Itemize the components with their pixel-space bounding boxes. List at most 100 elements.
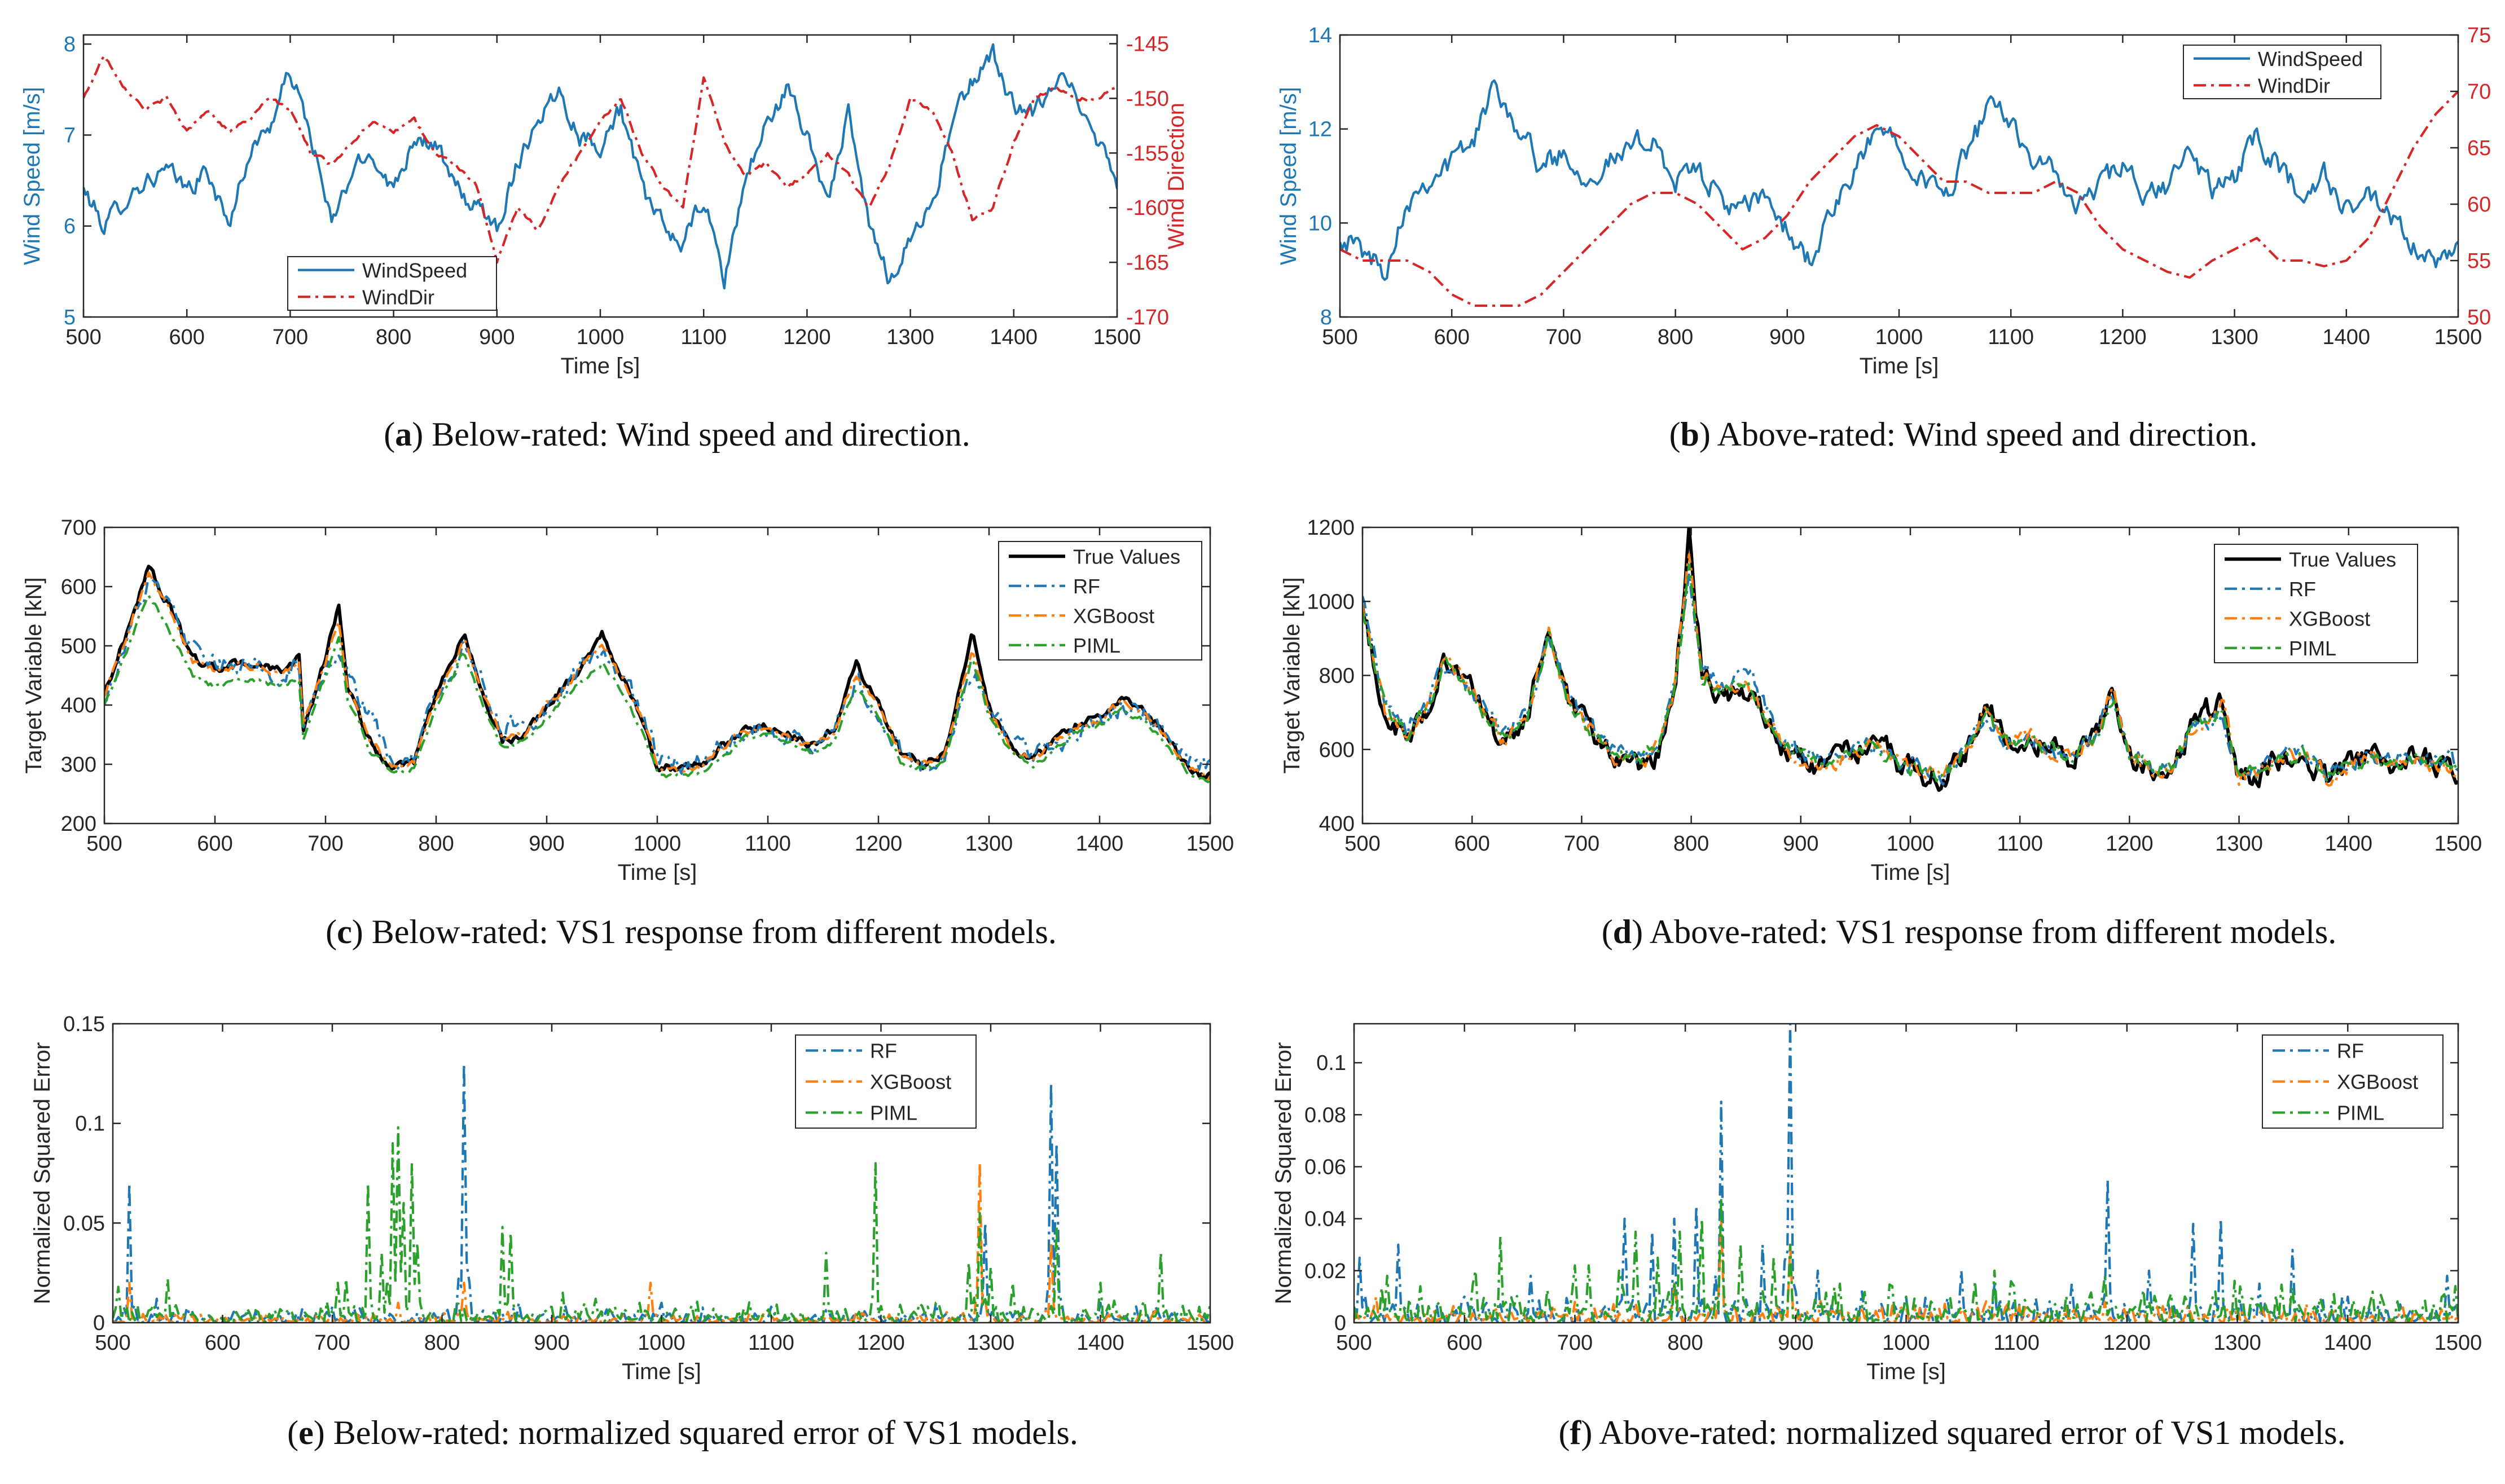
x-tick-label: 900 (534, 1331, 569, 1355)
y-right-tick-label: 65 (2467, 136, 2491, 160)
caption-open-paren: ( (384, 416, 395, 453)
caption-letter: c (337, 913, 352, 950)
y-right-tick-label: 75 (2467, 24, 2491, 47)
y-tick-label: 600 (61, 575, 96, 599)
x-tick-label: 1000 (1887, 832, 1935, 856)
panel-caption: (b) Above-rated: Wind speed and directio… (1669, 416, 2258, 453)
x-tick-label: 600 (197, 832, 232, 856)
y-axis-label: Target Variable [kN] (21, 577, 46, 773)
x-tick-label: 500 (1322, 325, 1357, 349)
legend-label-piml: PIML (870, 1102, 917, 1125)
caption-letter: b (1681, 416, 1699, 453)
series-line-xgboost (1363, 553, 2458, 787)
legend-box (287, 256, 497, 311)
y-tick-label: 14 (1308, 24, 1332, 47)
series-group (1354, 1024, 2458, 1323)
x-axis-label: Time [s] (618, 860, 697, 885)
y-axis-label: Wind Speed [m/s] (20, 87, 45, 265)
x-tick-label: 1300 (965, 832, 1013, 856)
legend-label-xgboost: XGBoost (2337, 1071, 2418, 1094)
x-tick-label: 500 (1344, 832, 1380, 856)
x-tick-label: 1400 (990, 325, 1038, 349)
x-tick-label: 1100 (1988, 325, 2034, 349)
series-group (1363, 527, 2458, 792)
y-right-tick-label: 70 (2467, 80, 2491, 104)
legend-label-winddir: WindDir (2258, 74, 2330, 97)
caption-letter: d (1613, 913, 1632, 950)
y-tick-label: 5 (64, 306, 76, 329)
legend: RF XGBoost PIML (795, 1034, 977, 1129)
x-tick-label: 1000 (634, 832, 682, 856)
x-tick-label: 700 (307, 832, 343, 856)
y-right-tick-label: -160 (1126, 196, 1169, 220)
series-line-piml (1363, 563, 2458, 782)
x-tick-label: 1000 (638, 1331, 685, 1355)
legend-label-windspeed: WindSpeed (362, 259, 467, 282)
x-tick-label: 800 (1673, 832, 1709, 856)
x-tick-label: 900 (1783, 832, 1818, 856)
y-tick-label: 0.05 (63, 1212, 105, 1235)
legend-label-xgboost: XGBoost (870, 1071, 951, 1094)
legend-label-rf: RF (2289, 578, 2316, 601)
caption-text: ) Below-rated: Wind speed and direction. (412, 416, 970, 453)
legend-label-rf: RF (2337, 1040, 2364, 1063)
x-tick-label: 1400 (1076, 1331, 1124, 1355)
panel-caption: (e) Below-rated: normalized squared erro… (287, 1414, 1078, 1451)
y-right-tick-label: 50 (2467, 306, 2491, 329)
x-tick-label: 600 (1447, 1331, 1482, 1355)
y-right-tick-label: -170 (1126, 306, 1169, 329)
y-tick-label: 0.02 (1304, 1260, 1346, 1283)
x-tick-label: 1200 (2103, 1331, 2151, 1355)
legend: True Values RF XGBoost PIML (2214, 544, 2418, 663)
legend-label-windspeed: WindSpeed (2258, 47, 2363, 71)
x-axis-label: Time [s] (1860, 354, 1939, 378)
y-tick-label: 700 (61, 516, 96, 540)
x-tick-label: 600 (169, 325, 204, 349)
legend-label-rf: RF (870, 1040, 897, 1063)
caption-text: ) Above-rated: VS1 response from differe… (1632, 913, 2336, 950)
caption-open-paren: ( (1602, 913, 1613, 950)
caption-open-paren: ( (1669, 416, 1681, 453)
caption-open-paren: ( (1558, 1414, 1570, 1451)
legend-label-true-values: True Values (2289, 548, 2396, 571)
y-tick-label: 0.06 (1304, 1155, 1346, 1179)
x-tick-label: 1100 (680, 325, 727, 349)
series-line-winddir (1340, 90, 2458, 307)
series-line-rf (113, 1062, 1210, 1323)
caption-letter: e (298, 1414, 314, 1451)
series-line-piml (1354, 1196, 2458, 1323)
x-tick-label: 700 (1564, 832, 1599, 856)
x-tick-label: 700 (314, 1331, 350, 1355)
legend-label-winddir: WindDir (362, 285, 434, 309)
x-tick-label: 900 (1769, 325, 1805, 349)
x-tick-label: 1200 (783, 325, 831, 349)
legend: True Values RF XGBoost PIML (998, 541, 1202, 660)
x-tick-label: 500 (86, 832, 122, 856)
legend-label-piml: PIML (2289, 637, 2336, 660)
x-tick-label: 700 (273, 325, 308, 349)
x-tick-label: 1500 (1093, 325, 1141, 349)
y-right-tick-label: -155 (1126, 142, 1169, 165)
y-tick-label: 8 (64, 33, 76, 56)
x-tick-label: 1100 (745, 832, 791, 856)
caption-open-paren: ( (326, 913, 337, 950)
x-tick-label: 500 (95, 1331, 130, 1355)
panel-caption: (c) Below-rated: VS1 response from diffe… (326, 913, 1057, 950)
y-right-tick-label: -150 (1126, 87, 1169, 111)
y-tick-label: 7 (64, 124, 76, 147)
x-axis-label: Time [s] (1866, 1359, 1946, 1384)
panel-b: 500 600 700 800 900 1000 1100 1200 1300 1400 1500 8… (1276, 24, 2491, 453)
x-tick-label: 600 (1454, 832, 1489, 856)
x-tick-label: 1400 (2325, 832, 2373, 856)
legend-box (998, 541, 1202, 660)
x-tick-label: 1000 (1875, 325, 1923, 349)
x-tick-label: 1200 (2106, 832, 2154, 856)
panel-a: 500 600 700 800 900 1000 1100 1200 1300 1400 1500 5… (20, 33, 1189, 453)
y-tick-label: 0.04 (1304, 1208, 1346, 1231)
series-line-winddir (84, 55, 1117, 264)
x-tick-label: 1400 (2323, 325, 2371, 349)
legend-label-xgboost: XGBoost (2289, 607, 2370, 630)
caption-letter: a (395, 416, 412, 453)
x-tick-label: 700 (1546, 325, 1581, 349)
